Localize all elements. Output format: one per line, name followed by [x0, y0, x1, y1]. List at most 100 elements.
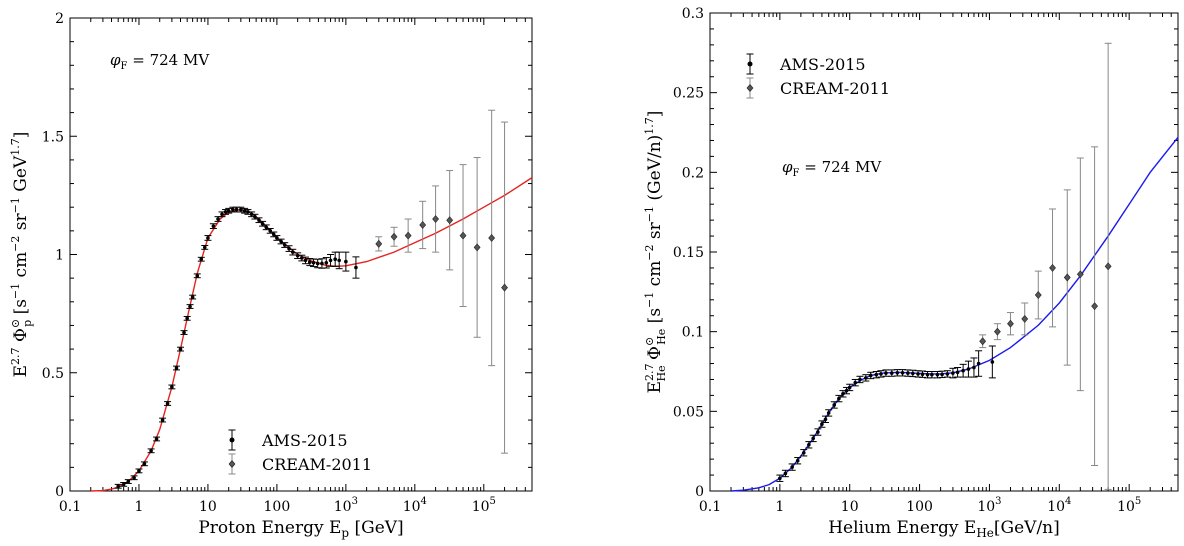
legend-label: CREAM-2011 [262, 455, 372, 474]
x-tick-label: 10 [841, 499, 859, 515]
data-point [889, 371, 894, 375]
data-point [879, 372, 883, 376]
y-tick-label: 0.3 [682, 6, 704, 22]
data-point [935, 372, 940, 377]
data-point [220, 212, 224, 217]
legend-marker [228, 460, 236, 468]
data-point [178, 347, 183, 351]
legend-marker [747, 61, 753, 67]
data-point [488, 233, 496, 242]
legend-label: AMS-2015 [779, 55, 866, 74]
data-point [884, 371, 888, 375]
data-point [132, 475, 136, 480]
data-point [1007, 319, 1014, 328]
data-point [807, 442, 811, 447]
data-point [1076, 270, 1084, 279]
data-point [126, 479, 131, 484]
data-point [446, 216, 454, 225]
data-point [404, 231, 412, 240]
legend-label: CREAM-2011 [780, 79, 890, 98]
data-point [940, 372, 944, 377]
data-point [811, 436, 815, 441]
data-point [820, 422, 824, 426]
data-point [195, 273, 200, 278]
data-point [320, 261, 324, 266]
data-point [315, 261, 320, 266]
data-point [858, 377, 862, 382]
data-point [231, 207, 235, 212]
data-point [895, 370, 900, 375]
data-point [1104, 262, 1112, 271]
data-point [308, 260, 312, 264]
data-point [328, 258, 333, 263]
data-point [841, 392, 845, 396]
data-point [190, 295, 195, 299]
data-point [1021, 314, 1029, 323]
x-axis-label: Helium Energy EHe[GeV/n] [828, 518, 1060, 540]
data-point [790, 465, 794, 469]
data-point [419, 220, 427, 229]
x-tick-label: 103 [334, 496, 358, 515]
legend-marker [746, 84, 754, 92]
data-point [185, 316, 189, 321]
data-point [375, 239, 383, 248]
data-point [333, 257, 337, 262]
data-point [994, 327, 1001, 336]
data-point [174, 366, 179, 370]
data-point [1049, 263, 1056, 272]
y-tick-label: 0.1 [682, 325, 704, 341]
data-point [778, 476, 782, 481]
data-point [920, 372, 925, 377]
data-point [966, 367, 971, 371]
y-axis-label: E2.7 Φ⊙p [s−1 cm−2 sr−1 GeV1.7] [9, 132, 34, 378]
legend: AMS-2015 CREAM-2011 [228, 429, 372, 475]
data-point [324, 260, 329, 265]
data-point [199, 257, 204, 262]
data-point [432, 215, 439, 223]
data-point [874, 372, 879, 377]
data-point [390, 232, 398, 241]
x-tick-label: 10 [199, 499, 217, 515]
data-point [290, 250, 295, 254]
cream-series [979, 42, 1112, 490]
data-point [853, 380, 858, 385]
data-point [837, 396, 841, 401]
data-point [137, 469, 141, 473]
data-point [501, 283, 508, 292]
data-point [182, 330, 186, 335]
y-tick-label: 1 [55, 248, 64, 264]
data-point [354, 265, 358, 270]
legend-label: AMS-2015 [261, 431, 348, 450]
data-point [337, 258, 341, 263]
x-axis-label: Proton Energy Ep [GeV] [198, 518, 403, 540]
y-tick-label: 0.5 [42, 366, 64, 382]
x-tick-label: 0.1 [699, 499, 721, 515]
data-point [795, 458, 800, 463]
data-point [911, 371, 915, 376]
y-tick-label: 0.25 [673, 86, 704, 102]
phi-annotation: φF = 724 MV [110, 51, 210, 72]
data-point [930, 372, 934, 377]
data-point [234, 207, 239, 212]
data-point [1063, 273, 1071, 282]
data-point [868, 373, 873, 378]
data-point [473, 243, 481, 252]
data-point [206, 236, 210, 240]
data-point [311, 260, 316, 265]
data-point [816, 430, 820, 434]
x-tick-label: 104 [403, 496, 427, 515]
data-point [826, 411, 831, 415]
chart-1: 0.1 1 10 100 103 104 105 0 0.5 1 1.5 2 φF = 724 MV AM… [9, 11, 533, 540]
data-point [976, 361, 981, 366]
data-point [864, 376, 868, 380]
data-point [945, 372, 950, 376]
data-point [972, 365, 976, 370]
legend-marker [229, 437, 235, 443]
y-tick-label: 1.5 [42, 129, 64, 145]
data-point [216, 217, 220, 221]
data-point [154, 437, 159, 441]
x-tick-label: 103 [977, 496, 1001, 515]
data-point [916, 372, 920, 376]
data-point [906, 371, 910, 375]
